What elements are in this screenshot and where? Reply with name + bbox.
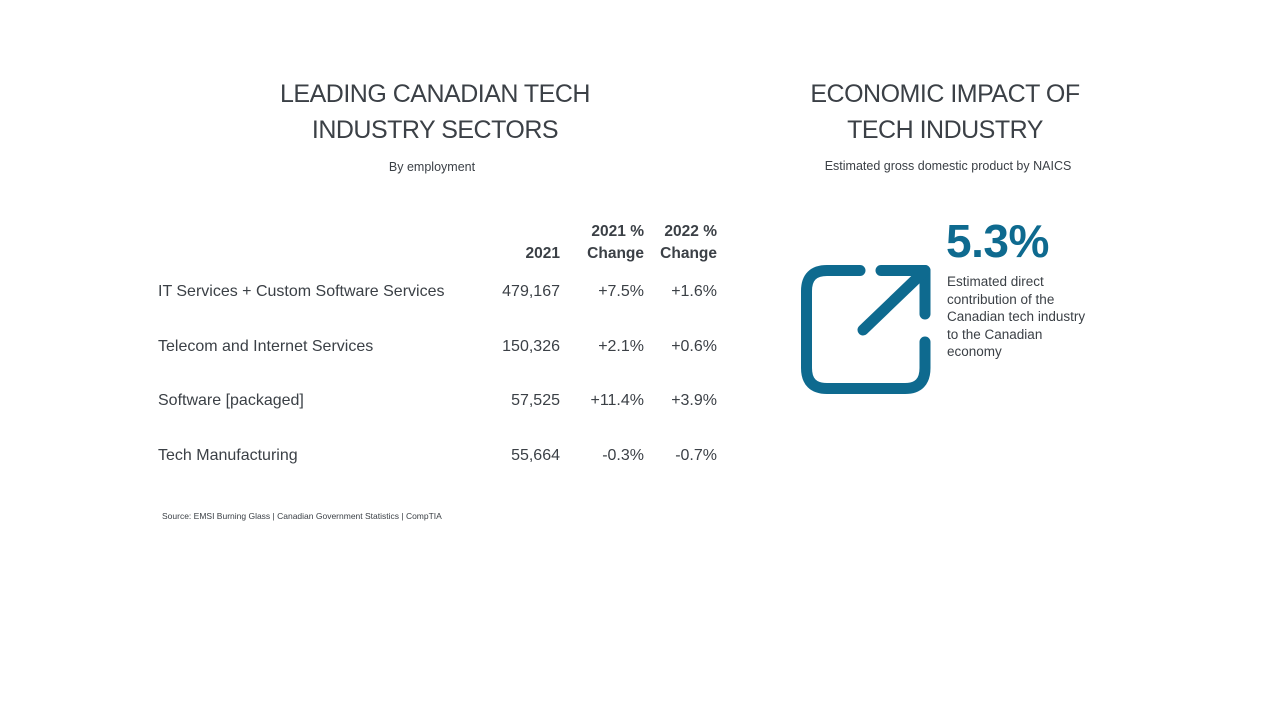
sectors-title-line2: INDUSTRY SECTORS	[311, 116, 559, 144]
change-2021: +11.4%	[590, 392, 644, 410]
header-sector	[154, 215, 484, 265]
impact-subtitle: Estimated gross domestic product by NAIC…	[824, 159, 1072, 173]
stat-description: Estimated direct contribution of the Can…	[947, 274, 1086, 359]
impact-title: ECONOMIC IMPACT OF TECH INDUSTRY	[745, 76, 1145, 148]
sectors-subtitle: By employment	[388, 160, 476, 174]
external-link-icon	[797, 262, 935, 398]
change-2021: -0.3%	[602, 446, 644, 464]
table-row: Software [packaged] 57,525 +11.4% +3.9%	[154, 374, 721, 429]
sectors-title-line1: LEADING CANADIAN TECH	[280, 80, 590, 108]
table-row: IT Services + Custom Software Services 4…	[154, 265, 721, 320]
impact-title-line1: ECONOMIC IMPACT OF	[810, 80, 1080, 108]
change-2022: +3.9%	[671, 392, 717, 410]
sector-name: IT Services + Custom Software Services	[158, 283, 445, 301]
value-2021: 57,525	[511, 392, 560, 410]
value-2021: 479,167	[502, 283, 560, 301]
header-change-2022-line1: 2022 %	[664, 223, 717, 240]
value-2021: 150,326	[502, 337, 560, 355]
sectors-table: 2021 2021 % Change 2022 % Change IT Serv…	[154, 215, 721, 483]
header-change-2021-line1: 2021 %	[591, 223, 644, 240]
change-2021: +7.5%	[598, 283, 644, 301]
change-2022: +0.6%	[671, 337, 717, 355]
change-2021: +2.1%	[598, 337, 644, 355]
change-2022: +1.6%	[671, 283, 717, 301]
stat-value: 5.3%	[946, 215, 1049, 267]
sector-name: Software [packaged]	[158, 392, 304, 410]
sector-name: Tech Manufacturing	[158, 446, 298, 464]
source-note: Source: EMSI Burning Glass | Canadian Go…	[162, 511, 442, 521]
change-2022: -0.7%	[675, 446, 717, 464]
table-row: Telecom and Internet Services 150,326 +2…	[154, 320, 721, 375]
header-change-2022-line2: Change	[660, 245, 717, 262]
header-change-2022: 2022 % Change	[648, 215, 721, 265]
sectors-title: LEADING CANADIAN TECH INDUSTRY SECTORS	[235, 76, 635, 148]
header-2021: 2021	[525, 245, 560, 262]
header-change-2021-line2: Change	[587, 245, 644, 262]
impact-title-line2: TECH INDUSTRY	[847, 116, 1043, 144]
value-2021: 55,664	[511, 446, 560, 464]
header-change-2021: 2021 % Change	[564, 215, 648, 265]
table-row: Tech Manufacturing 55,664 -0.3% -0.7%	[154, 429, 721, 484]
table-header-row: 2021 2021 % Change 2022 % Change	[154, 215, 721, 265]
sector-name: Telecom and Internet Services	[158, 337, 374, 355]
